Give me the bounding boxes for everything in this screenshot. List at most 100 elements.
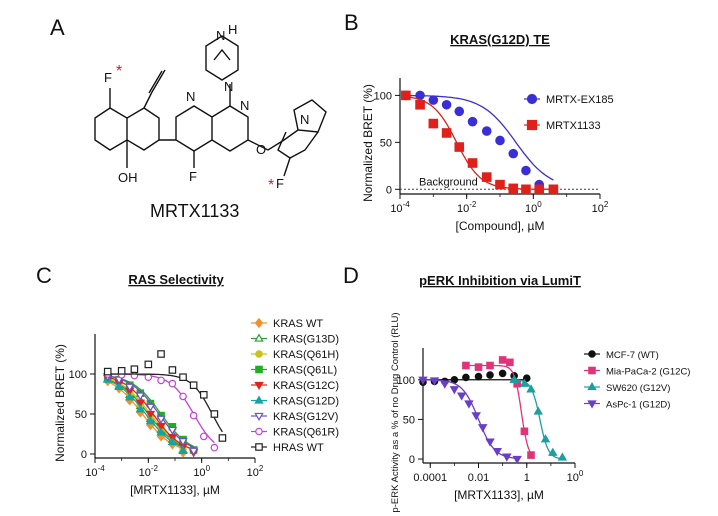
x-tick-label: 0.01 <box>468 472 489 484</box>
legend-label: KRAS(Q61L) <box>273 365 337 377</box>
data-point <box>103 367 112 376</box>
data-point <box>179 392 187 401</box>
atom-oh: OH <box>118 170 138 185</box>
series-kras-g12d <box>103 374 188 454</box>
legend-item-hras-wt: HRAS WT <box>251 442 324 454</box>
data-point <box>415 99 425 110</box>
series-aspc-1-g12d <box>418 376 522 465</box>
legend-marker <box>255 365 263 374</box>
legend-label: Mia-PaCa-2 (G12C) <box>606 367 690 378</box>
data-point <box>428 118 439 129</box>
ether-linker <box>247 129 299 151</box>
legend-item-aspc-1-g12d: AsPc-1 (G12D) <box>584 400 670 411</box>
x-tick-label: 10-2 <box>139 464 159 479</box>
legend-marker <box>526 93 538 105</box>
data-point <box>534 184 545 195</box>
data-point <box>167 436 178 446</box>
data-point <box>156 427 166 436</box>
legend-label: MCF-7 (WT) <box>606 350 659 361</box>
legend-label: KRAS(Q61H) <box>273 349 339 361</box>
data-point <box>210 443 219 452</box>
fluoro-bond-3 <box>283 157 291 177</box>
data-point <box>471 412 481 421</box>
data-point <box>130 365 139 374</box>
legend-label: SW620 (G12V) <box>606 383 670 394</box>
data-point <box>467 158 478 168</box>
data-point <box>441 128 452 138</box>
data-point <box>449 386 460 395</box>
pyrimidine-ring <box>211 105 249 152</box>
data-point <box>199 391 208 399</box>
panel-label-d: D <box>343 263 359 288</box>
x-tick-label: 1 <box>524 472 530 484</box>
data-point <box>478 424 488 433</box>
data-point <box>441 99 452 110</box>
mrtx1133-structure <box>94 35 327 177</box>
data-point <box>512 455 522 465</box>
atom-f-3: F <box>276 176 284 191</box>
data-point <box>486 371 494 379</box>
x-tick-label: 10-2 <box>457 200 477 215</box>
y-tick-label: 50 <box>75 409 87 421</box>
data-point <box>135 392 146 401</box>
legend-item-kras-g12v: KRAS(G12V) <box>251 411 338 423</box>
legend-item-kras-q61h: KRAS(Q61H) <box>251 349 339 361</box>
series-mia-paca-2-g12c <box>462 356 535 459</box>
data-point <box>135 404 146 413</box>
pyrrolizidine <box>277 99 327 159</box>
naphthol-ring-left <box>94 107 128 151</box>
y-tick-label: 100 <box>397 375 415 387</box>
legend-item-mrtx-ex185: MRTX-EX185 <box>524 93 614 106</box>
y-tick-label: 0 <box>409 454 415 466</box>
data-point <box>540 434 551 443</box>
legend-item-kras-q61r: KRAS(Q61R) <box>251 427 339 439</box>
data-point <box>189 411 198 420</box>
legend-label: KRAS(G12V) <box>273 411 338 423</box>
series-mrtx1133 <box>401 90 559 195</box>
panel-label-b: B <box>344 10 359 35</box>
x-axis-label: [MRTX1133], µM <box>454 488 544 502</box>
legend-label: AsPc-1 (G12D) <box>606 400 670 411</box>
legend-marker <box>255 427 263 436</box>
x-tick-label: 102 <box>247 464 264 479</box>
legend-marker <box>255 443 263 451</box>
data-point <box>502 453 512 462</box>
legend-marker <box>588 350 596 358</box>
data-point <box>526 384 536 393</box>
legend-item-mrtx1133: MRTX1133 <box>524 119 601 132</box>
x-tick-label: 100 <box>193 464 210 479</box>
x-tick-label: 10-4 <box>390 200 410 215</box>
legend-marker <box>526 119 538 131</box>
atom-n-2: N <box>240 98 249 113</box>
data-point <box>485 438 495 447</box>
data-point <box>157 350 165 358</box>
data-point <box>527 451 535 459</box>
data-point <box>464 400 474 409</box>
panel-label-a: A <box>50 15 65 40</box>
data-point <box>495 179 505 190</box>
data-point <box>189 381 198 390</box>
legend-marker <box>588 366 596 375</box>
diazabicyclooctane <box>205 35 239 81</box>
y-tick-label: 100 <box>69 369 87 381</box>
data-point <box>548 184 559 195</box>
data-point <box>521 165 531 176</box>
data-point <box>157 376 165 385</box>
naphthol-ring-right <box>126 107 160 151</box>
data-point <box>498 369 507 378</box>
data-point <box>462 361 470 370</box>
data-point <box>508 183 519 194</box>
legend-item-mcf-7-wt: MCF-7 (WT) <box>584 350 659 361</box>
data-point <box>509 374 519 383</box>
data-point <box>474 372 483 381</box>
legend-marker <box>587 381 597 391</box>
data-point <box>145 416 156 425</box>
atom-n-1: N <box>186 89 195 104</box>
x-tick-label: 100 <box>525 200 542 215</box>
x-tick-label: 100 <box>567 469 584 484</box>
ethynyl-group <box>143 69 166 109</box>
compound-name: MRTX1133 <box>150 201 239 221</box>
x-tick-label: 10-4 <box>85 464 105 479</box>
legend-label: KRAS(G13D) <box>273 334 339 346</box>
